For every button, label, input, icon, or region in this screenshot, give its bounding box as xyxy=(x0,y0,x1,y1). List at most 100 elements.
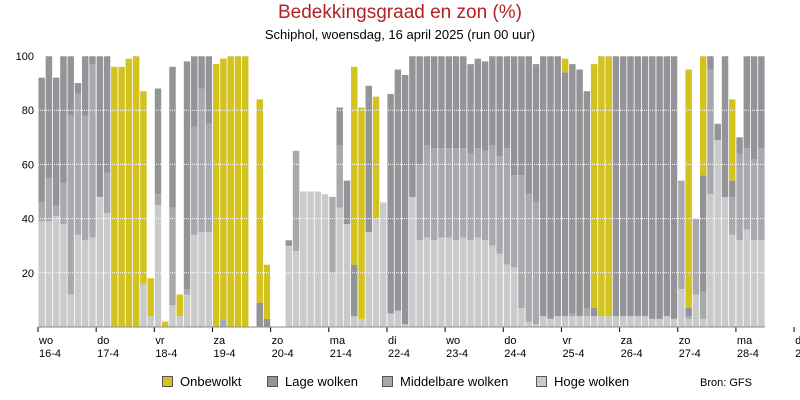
y-tick-label: 100 xyxy=(16,51,34,63)
bar-segment-1 xyxy=(329,196,336,273)
bar-segment-1 xyxy=(82,115,89,241)
bar-segment-0 xyxy=(729,234,736,327)
bar-segment-3 xyxy=(132,56,140,327)
bar-segment-0 xyxy=(416,240,423,327)
bar-segment-1 xyxy=(532,202,540,325)
bar-segment-0 xyxy=(176,316,183,327)
bar-segment-2 xyxy=(699,175,707,292)
bar-segment-0 xyxy=(569,316,576,327)
bar-segment-2 xyxy=(409,56,416,197)
bar-segment-2 xyxy=(423,56,431,146)
bar-segment-2 xyxy=(670,56,678,319)
bar-segment-0 xyxy=(532,324,540,327)
bar-segment-1 xyxy=(467,153,474,241)
bar-segment-1 xyxy=(692,218,700,295)
bar-segment-0 xyxy=(627,316,634,327)
bar-segment-2 xyxy=(750,56,758,159)
bar-segment-2 xyxy=(554,56,562,317)
bar-segment-0 xyxy=(438,237,445,327)
bar-segment-0 xyxy=(198,232,205,327)
legend-swatch-middelbare-wolken xyxy=(382,376,393,387)
bar-segment-0 xyxy=(699,318,707,327)
bar-segment-0 xyxy=(292,251,300,327)
x-tick-date: 24-4 xyxy=(504,348,526,360)
bar-segment-1 xyxy=(510,175,518,268)
bar-segment-1 xyxy=(583,308,591,317)
bar-segment-1 xyxy=(569,313,576,317)
bar-segment-2 xyxy=(394,69,402,311)
y-tick-label: 80 xyxy=(22,105,34,117)
bar-segment-2 xyxy=(547,56,554,319)
bar-segment-0 xyxy=(147,316,154,327)
bar-segment-2 xyxy=(154,88,162,195)
bar-segment-1 xyxy=(678,180,685,290)
x-tick-day: zo xyxy=(679,335,691,347)
bar-segment-3 xyxy=(685,69,692,309)
bar-segment-3 xyxy=(358,107,365,319)
bar-segment-1 xyxy=(198,88,205,233)
bar-segment-2 xyxy=(685,308,692,317)
bar-segment-0 xyxy=(409,196,416,327)
bar-segment-0 xyxy=(365,232,373,327)
bar-segment-0 xyxy=(307,191,314,327)
bar-segment-2 xyxy=(729,180,736,197)
bar-segment-0 xyxy=(496,253,503,327)
x-tick-date: 18-4 xyxy=(155,348,177,360)
bar-segment-2 xyxy=(365,85,373,233)
bar-segment-3 xyxy=(561,58,569,73)
legend-label-hoge-wolken: Hoge wolken xyxy=(554,374,630,389)
bar-segment-0 xyxy=(721,196,729,327)
bar-segment-2 xyxy=(401,74,409,325)
bar-segment-0 xyxy=(576,316,583,327)
bar-segment-2 xyxy=(67,56,74,116)
bar-segment-2 xyxy=(663,56,671,317)
bar-segment-0 xyxy=(321,194,329,327)
bar-segment-2 xyxy=(510,56,518,176)
bar-segment-0 xyxy=(67,294,74,327)
bar-segment-0 xyxy=(663,316,671,327)
bar-segment-0 xyxy=(554,316,562,327)
bar-segment-1 xyxy=(438,148,445,238)
bar-segment-3 xyxy=(234,56,242,327)
bar-segment-2 xyxy=(474,58,482,149)
bar-segment-1 xyxy=(474,148,482,238)
bar-segment-2 xyxy=(89,56,96,65)
bar-segment-0 xyxy=(358,318,365,327)
source-label: Bron: GFS xyxy=(700,377,752,389)
bar-segment-0 xyxy=(343,224,351,327)
bar-segment-1 xyxy=(503,148,511,265)
bar-segment-0 xyxy=(518,308,525,327)
legend-label-lage-wolken: Lage wolken xyxy=(285,374,358,389)
bar-segment-2 xyxy=(627,56,634,317)
bar-segment-0 xyxy=(583,316,591,327)
bar-segment-0 xyxy=(467,240,474,327)
x-tick-date: 28-4 xyxy=(737,348,759,360)
bar-segment-2 xyxy=(103,56,111,173)
bar-segment-3 xyxy=(256,99,263,303)
x-tick-date: 27-4 xyxy=(679,348,701,360)
y-tick-label: 20 xyxy=(22,268,34,280)
bar-segment-0 xyxy=(154,205,162,327)
bar-segment-2 xyxy=(430,56,438,149)
bar-segment-0 xyxy=(590,316,598,327)
chart-title: Bedekkingsgraad en zon (%) xyxy=(278,2,522,23)
bar-segment-2 xyxy=(518,56,525,176)
bar-segment-2 xyxy=(169,66,176,208)
bar-segment-1 xyxy=(750,158,758,241)
bar-segment-0 xyxy=(540,316,547,327)
x-tick-date: 17-4 xyxy=(97,348,119,360)
bar-segment-0 xyxy=(707,194,714,327)
bar-segment-2 xyxy=(205,56,213,124)
bar-segment-2 xyxy=(714,123,721,141)
bar-segment-1 xyxy=(292,150,300,252)
legend-swatch-onbewolkt xyxy=(162,376,173,387)
bar-segment-3 xyxy=(111,66,118,327)
bar-segment-0 xyxy=(191,234,198,327)
bar-segment-0 xyxy=(314,191,322,327)
y-tick-label: 40 xyxy=(22,214,34,226)
bar-segment-2 xyxy=(620,56,627,317)
bar-segment-0 xyxy=(474,237,482,327)
x-tick-day: wo xyxy=(38,335,53,347)
bar-segment-1 xyxy=(423,145,431,238)
